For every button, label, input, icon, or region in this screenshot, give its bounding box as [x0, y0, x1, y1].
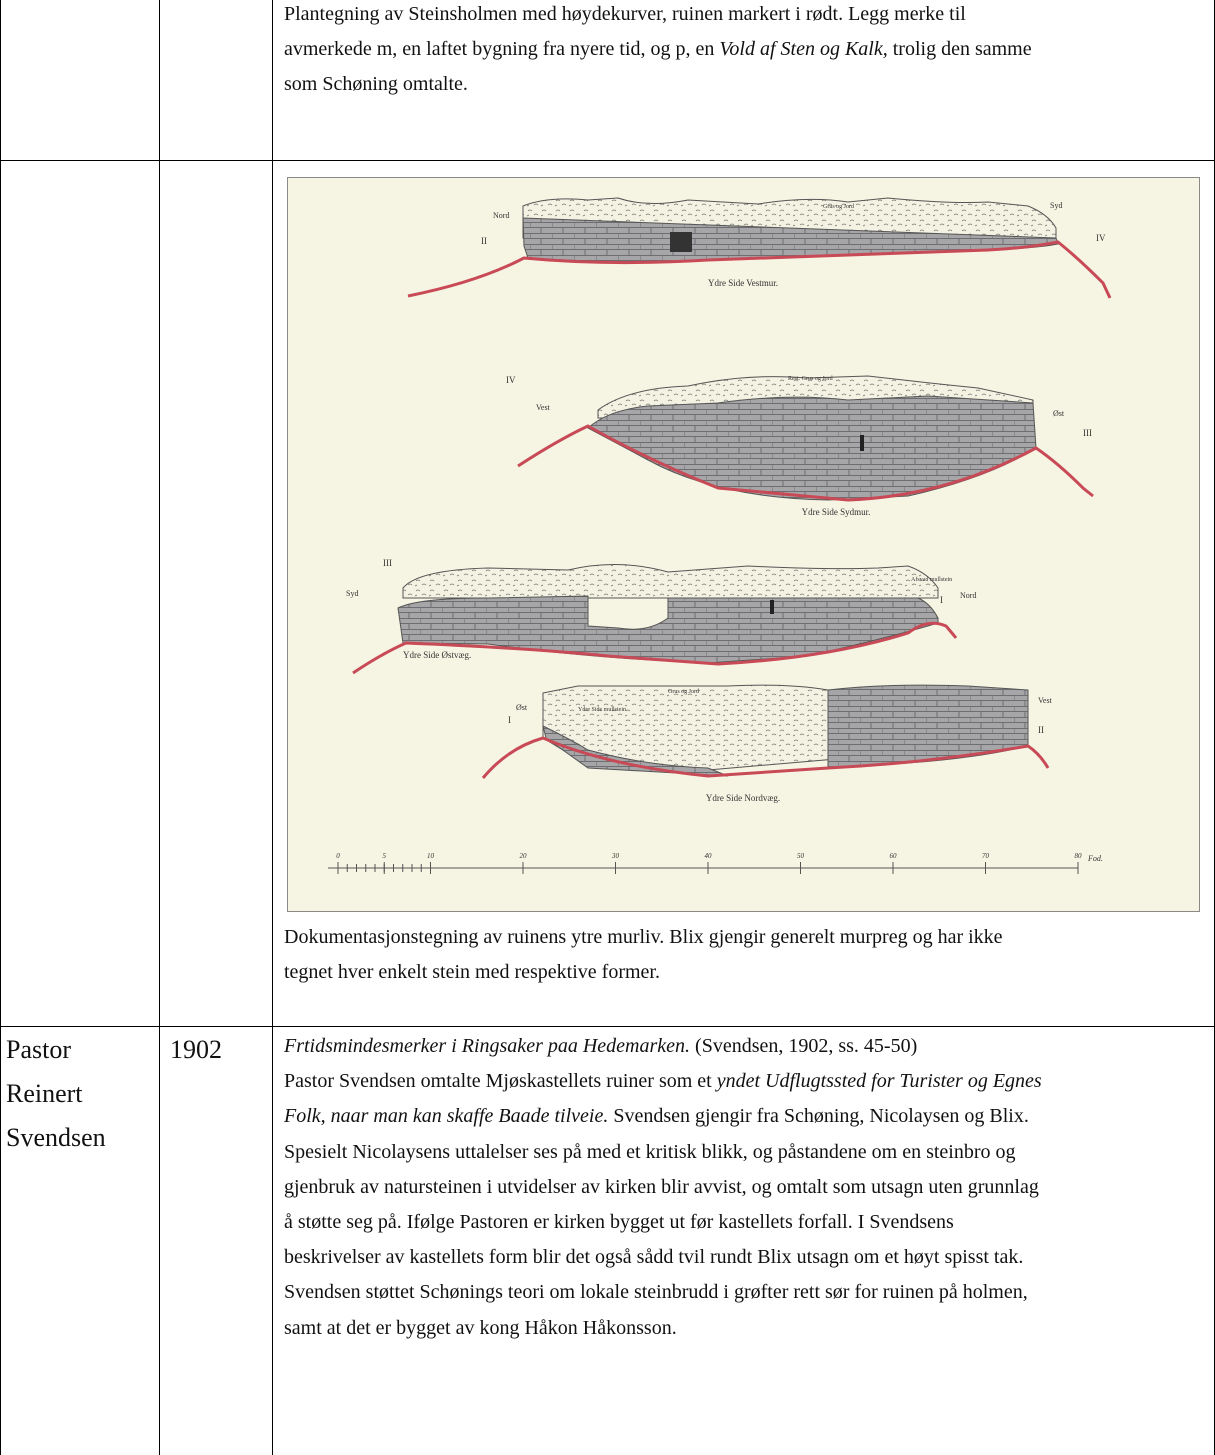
row2-caption: Dokumentasjonstegning av ruinens ytre mu… — [284, 920, 1204, 990]
wall-number-right: I — [940, 595, 943, 605]
row2-caption-line: tegnet hver enkelt stein med respektive … — [284, 955, 1204, 990]
row1-caption: Plantegning av Steinsholmen med høydekur… — [284, 0, 1204, 102]
year-value: 1902 — [170, 1035, 222, 1064]
italic-run: Frtidsmindesmerker i Ringsaker paa Hedem… — [284, 1035, 691, 1057]
italic-run: yndet Udflugtssted for Turister og Egnes — [716, 1070, 1042, 1093]
column-divider-author-year — [159, 0, 160, 1455]
wall-number-left: III — [383, 558, 392, 568]
author-name-line: Pastor — [6, 1035, 71, 1064]
year-cell: 1902 — [170, 1028, 222, 1072]
text-run: gjenbruk av natursteinen i utvidelser av… — [284, 1175, 1039, 1198]
scale-tick-label: 20 — [520, 852, 528, 860]
row3-description-line: gjenbruk av natursteinen i utvidelser av… — [284, 1170, 1209, 1205]
scale-tick-label: 5 — [383, 852, 387, 860]
text-run: samt at det er bygget av kong Håkon Håko… — [284, 1316, 677, 1339]
fill-note: Grus og Jord — [823, 204, 854, 210]
text-run: trolig den samme — [887, 38, 1032, 60]
text-run: (Svendsen, 1902, ss. 45-50) — [690, 1035, 918, 1057]
wall-number-right: IV — [1096, 233, 1106, 243]
text-run: beskrivelser av kastellets form blir det… — [284, 1246, 1024, 1269]
row2-caption-line: Dokumentasjonstegning av ruinens ytre mu… — [284, 920, 1204, 955]
fill-note: Grus og Jord — [668, 689, 699, 695]
scale-tick-label: 10 — [427, 852, 435, 860]
direction-left: Nord — [493, 211, 509, 220]
inner-note: Ydre Side mullstein — [578, 707, 626, 713]
row1-caption-line: avmerkede m, en laftet bygning fra nyere… — [284, 32, 1204, 67]
row-divider-2 — [0, 1026, 1215, 1027]
text-run: Spesielt Nicolaysens uttalelser ses på m… — [284, 1140, 1016, 1163]
scale-bar: Fod. 0 5 10 20 30 40 50 60 70 80 — [328, 852, 1103, 874]
view-caption: Ydre Side Østvæg. — [403, 650, 471, 660]
scale-tick-label: 60 — [890, 852, 898, 860]
direction-right: Vest — [1038, 696, 1053, 705]
row3-description-line: samt at det er bygget av kong Håkon Håko… — [284, 1311, 1209, 1346]
direction-left: Øst — [516, 703, 528, 712]
author-name-line: Reinert — [6, 1079, 83, 1108]
view-caption: Ydre Side Nordvæg. — [706, 793, 780, 803]
scale-tick-label: 50 — [797, 852, 805, 860]
fill-note: Afsvad mullstein — [911, 576, 952, 583]
wall-number-left: II — [481, 236, 487, 246]
row-divider-1 — [0, 160, 1215, 161]
row3-description-line: å støtte seg på. Ifølge Pastoren er kirk… — [284, 1205, 1209, 1240]
direction-right: Syd — [1050, 201, 1062, 210]
scale-tick-label: 0 — [336, 852, 340, 860]
italic-run: Vold af Sten og Kalk, — [719, 38, 888, 60]
scale-tick-label: 80 — [1075, 852, 1083, 860]
direction-right: Nord — [960, 591, 976, 600]
row1-caption-line: som Schøning omtalte. — [284, 67, 1204, 102]
view-vestmur: Ydre Side Vestmur. Nord Syd II IV Grus o… — [407, 197, 1112, 299]
direction-left: Syd — [346, 589, 358, 598]
italic-run: Folk, naar man kan skaffe Baade tilveie. — [284, 1105, 609, 1128]
row1-caption-line: Plantegning av Steinsholmen med høydekur… — [284, 0, 1204, 32]
view-sydmur: Ydre Side Sydmur. Vest Øst IV III Rest. … — [506, 375, 1094, 517]
author-name-line: Svendsen — [6, 1123, 106, 1152]
text-run: Svendsen gjengir fra Schøning, Nicolayse… — [608, 1105, 1029, 1128]
wall-number-right: III — [1083, 428, 1092, 438]
text-run: som Schøning omtalte. — [284, 73, 468, 95]
author-cell: Pastor Reinert Svendsen — [6, 1028, 156, 1160]
text-run: tegnet hver enkelt stein med respektive … — [284, 961, 660, 984]
direction-right: Øst — [1053, 409, 1065, 418]
row3-description-line: Svendsen støttet Schønings teori om loka… — [284, 1275, 1209, 1310]
table-border-left — [0, 0, 1, 1455]
row3-description-line: Frtidsmindesmerker i Ringsaker paa Hedem… — [284, 1029, 1209, 1064]
wall-number-left: IV — [506, 375, 516, 385]
row3-description-line: Folk, naar man kan skaffe Baade tilveie.… — [284, 1099, 1209, 1134]
view-caption: Ydre Side Sydmur. — [802, 507, 871, 517]
scale-tick-label: 40 — [705, 852, 713, 860]
view-ostvaeg: Ydre Side Østvæg. Syd Nord III I Afsvad … — [346, 558, 976, 675]
text-run: Pastor Svendsen omtalte Mjøskastellets r… — [284, 1070, 717, 1093]
row3-description-line: beskrivelser av kastellets form blir det… — [284, 1240, 1209, 1275]
wall-number-right: II — [1038, 725, 1044, 735]
view-caption: Ydre Side Vestmur. — [708, 278, 778, 288]
text-run: Dokumentasjonstegning av ruinens ytre mu… — [284, 926, 1003, 948]
scale-unit: Fod. — [1087, 854, 1103, 863]
fill-note: Rest. Grus og Jord — [788, 376, 833, 382]
row3-description-line: Pastor Svendsen omtalte Mjøskastellets r… — [284, 1064, 1209, 1099]
scale-tick-label: 70 — [982, 852, 990, 860]
text-run: Plantegning av Steinsholmen med høydekur… — [284, 3, 966, 25]
text-run: avmerkede m, en laftet bygning fra nyere… — [284, 38, 720, 60]
column-divider-year-description — [272, 0, 273, 1455]
direction-left: Vest — [536, 403, 551, 412]
text-run: Svendsen støttet Schønings teori om loka… — [284, 1281, 1028, 1304]
scale-tick-label: 30 — [611, 852, 620, 860]
row3-description: Frtidsmindesmerker i Ringsaker paa Hedem… — [284, 1029, 1209, 1346]
view-nordvaeg: Ydre Side Nordvæg. Øst Vest I II Grus og… — [481, 684, 1053, 803]
wall-documentation-drawing: Ydre Side Vestmur. Nord Syd II IV Grus o… — [287, 177, 1200, 912]
wall-number-left: I — [508, 715, 511, 725]
text-run: å støtte seg på. Ifølge Pastoren er kirk… — [284, 1211, 954, 1234]
row3-description-line: Spesielt Nicolaysens uttalelser ses på m… — [284, 1135, 1209, 1170]
